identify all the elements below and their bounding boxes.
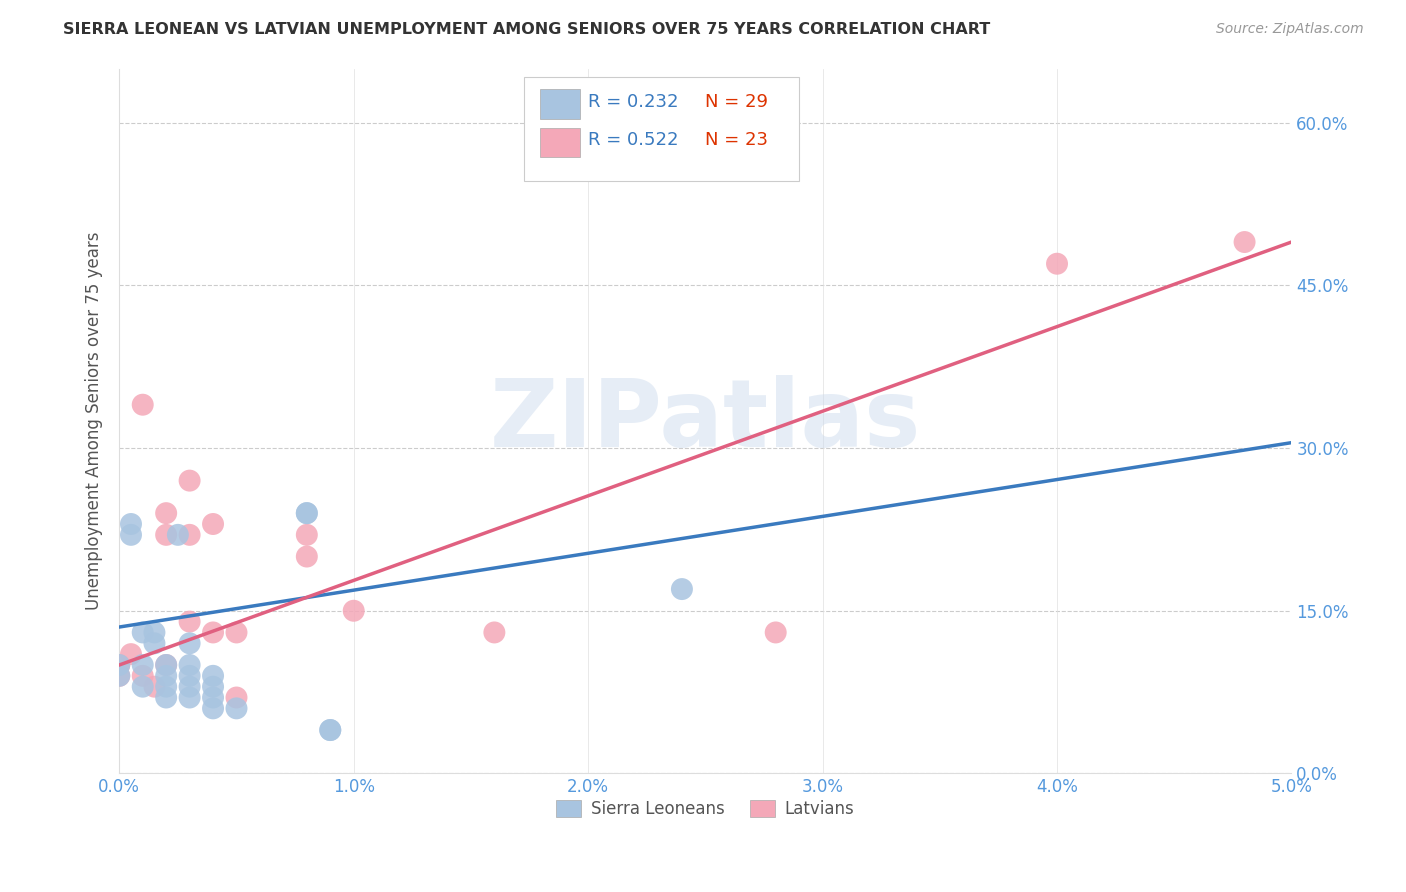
Point: [155, 506, 177, 520]
Legend: Sierra Leoneans, Latvians: Sierra Leoneans, Latvians: [550, 794, 862, 825]
Point: [132, 398, 155, 412]
Point: [295, 506, 318, 520]
Point: [155, 680, 177, 694]
Point: [202, 625, 225, 640]
Point: [225, 690, 247, 705]
Point: [179, 474, 201, 488]
Point: [167, 528, 190, 542]
Point: [108, 657, 131, 672]
Point: [202, 669, 225, 683]
FancyBboxPatch shape: [540, 128, 579, 157]
Point: [179, 690, 201, 705]
Point: [179, 669, 201, 683]
Point: [143, 625, 166, 640]
Point: [155, 690, 177, 705]
Point: [143, 636, 166, 650]
Text: Source: ZipAtlas.com: Source: ZipAtlas.com: [1216, 22, 1364, 37]
Point: [120, 647, 142, 661]
Point: [143, 680, 166, 694]
Text: SIERRA LEONEAN VS LATVIAN UNEMPLOYMENT AMONG SENIORS OVER 75 YEARS CORRELATION C: SIERRA LEONEAN VS LATVIAN UNEMPLOYMENT A…: [63, 22, 990, 37]
Point: [295, 506, 318, 520]
Point: [155, 528, 177, 542]
Text: ZIPatlas: ZIPatlas: [489, 375, 921, 467]
Point: [295, 528, 318, 542]
Point: [319, 723, 342, 737]
Text: N = 29: N = 29: [706, 93, 768, 111]
Point: [179, 528, 201, 542]
Point: [179, 636, 201, 650]
Point: [225, 625, 247, 640]
Point: [132, 657, 155, 672]
Point: [319, 723, 342, 737]
Point: [202, 690, 225, 705]
Point: [343, 604, 366, 618]
Point: [225, 701, 247, 715]
Point: [202, 701, 225, 715]
Point: [179, 680, 201, 694]
Point: [155, 669, 177, 683]
Point: [132, 680, 155, 694]
Point: [108, 669, 131, 683]
Point: [132, 669, 155, 683]
Point: [1046, 257, 1069, 271]
Point: [202, 516, 225, 531]
FancyBboxPatch shape: [523, 77, 799, 181]
Y-axis label: Unemployment Among Seniors over 75 years: Unemployment Among Seniors over 75 years: [86, 232, 103, 610]
Point: [132, 625, 155, 640]
Point: [120, 516, 142, 531]
Point: [484, 625, 506, 640]
Text: N = 23: N = 23: [706, 131, 768, 150]
Text: R = 0.522: R = 0.522: [588, 131, 679, 150]
Point: [179, 615, 201, 629]
Point: [108, 669, 131, 683]
Point: [671, 582, 693, 596]
Point: [120, 528, 142, 542]
Point: [179, 657, 201, 672]
FancyBboxPatch shape: [540, 89, 579, 119]
Point: [202, 680, 225, 694]
Point: [765, 625, 787, 640]
Text: R = 0.232: R = 0.232: [588, 93, 679, 111]
Point: [155, 657, 177, 672]
Point: [295, 549, 318, 564]
Point: [1233, 235, 1256, 249]
Point: [108, 657, 131, 672]
Point: [155, 657, 177, 672]
